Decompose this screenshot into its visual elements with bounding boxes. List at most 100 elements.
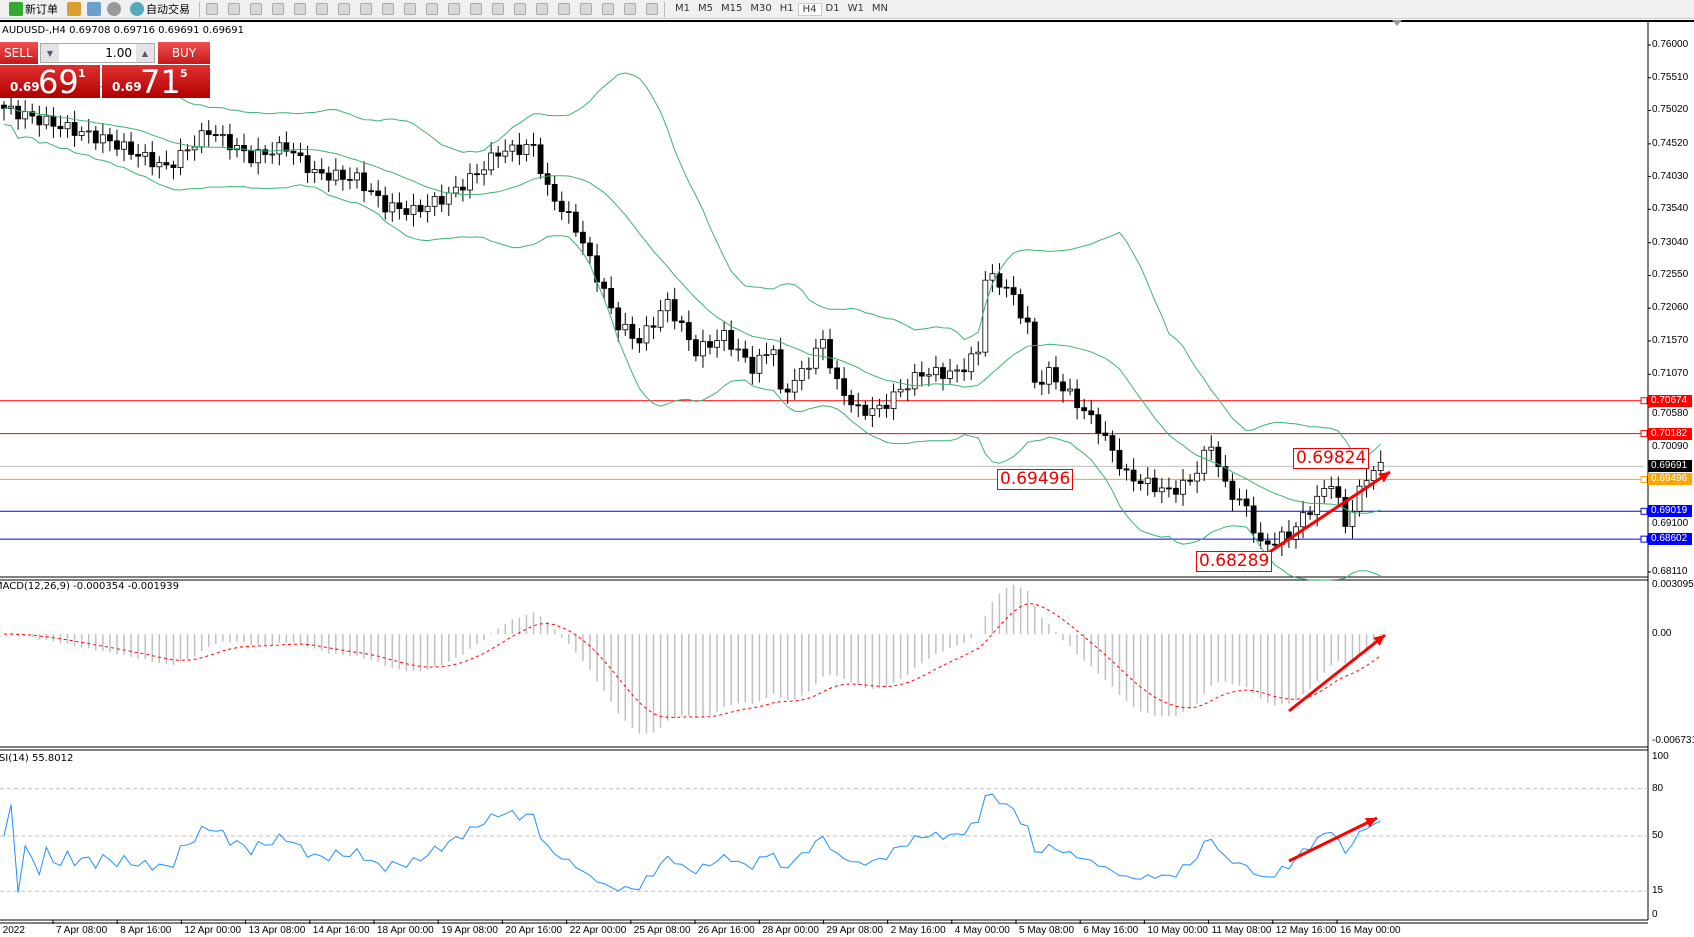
candle-body bbox=[756, 354, 763, 374]
arrows-icon[interactable] bbox=[646, 3, 658, 15]
metaeditor-icon[interactable] bbox=[67, 2, 81, 16]
timeframe-h4[interactable]: H4 bbox=[797, 2, 822, 16]
candle-body bbox=[940, 367, 946, 379]
chart-shift-icon[interactable] bbox=[360, 3, 372, 15]
indicators-icon[interactable] bbox=[382, 3, 394, 15]
candle-body bbox=[198, 130, 205, 148]
decrease-lot-icon[interactable]: ▼ bbox=[41, 44, 59, 62]
candle-body bbox=[834, 367, 840, 380]
label-icon[interactable] bbox=[624, 3, 636, 15]
zoom-in-icon[interactable] bbox=[272, 3, 284, 15]
price-axis-label: 0.72550 bbox=[1652, 269, 1689, 280]
candle-body bbox=[205, 130, 212, 135]
candle-body bbox=[657, 310, 664, 328]
tile-windows-icon[interactable] bbox=[316, 3, 328, 15]
rsi-axis-label: 80 bbox=[1652, 782, 1664, 794]
candle-body bbox=[650, 325, 657, 328]
terminal-icon[interactable] bbox=[87, 2, 101, 16]
auto-trading-button[interactable]: 自动交易 bbox=[127, 1, 193, 18]
candle-body bbox=[1003, 286, 1010, 289]
candle-body bbox=[64, 122, 71, 130]
candle-body bbox=[622, 323, 629, 331]
new-order-button[interactable]: 新订单 bbox=[6, 1, 61, 18]
timeframe-m30[interactable]: M30 bbox=[750, 2, 772, 14]
price-axis-label: 0.73540 bbox=[1652, 203, 1689, 214]
annotation-label[interactable]: 0.69496 bbox=[997, 469, 1074, 490]
arrow-head-icon bbox=[1373, 635, 1385, 646]
candle-body bbox=[57, 125, 64, 130]
candle-body bbox=[1356, 485, 1363, 512]
candle-body bbox=[403, 208, 410, 215]
candle-body bbox=[255, 149, 262, 164]
autoscroll-icon[interactable] bbox=[338, 3, 350, 15]
candle-body bbox=[332, 169, 339, 181]
price-axis-label: 0.72060 bbox=[1652, 302, 1689, 313]
timeframe-m1[interactable]: M1 bbox=[675, 2, 690, 14]
periods-icon[interactable] bbox=[404, 3, 416, 15]
price-axis-label: 0.76000 bbox=[1652, 39, 1689, 50]
candle-body bbox=[1271, 543, 1278, 546]
time-axis-label: 18 Apr 00:00 bbox=[377, 925, 434, 936]
candle-body bbox=[43, 115, 50, 126]
price-axis-label: 0.74030 bbox=[1652, 171, 1689, 182]
trendline-icon[interactable] bbox=[536, 3, 548, 15]
price-axis-label: 0.71070 bbox=[1652, 368, 1689, 379]
annotation-label[interactable]: 0.68289 bbox=[1196, 551, 1273, 572]
candle-body bbox=[1187, 479, 1193, 482]
candle-body bbox=[1045, 367, 1052, 385]
candle-body bbox=[509, 144, 516, 152]
increase-lot-icon[interactable]: ▲ bbox=[136, 44, 154, 62]
fibonacci-icon[interactable] bbox=[580, 3, 592, 15]
level-handle bbox=[1640, 507, 1648, 515]
timeframe-h1[interactable]: H1 bbox=[779, 2, 794, 14]
timeframe-d1[interactable]: D1 bbox=[825, 2, 840, 14]
annotation-label[interactable]: 0.69824 bbox=[1293, 448, 1370, 469]
chart-candle-icon[interactable] bbox=[228, 3, 240, 15]
chart-line-icon[interactable] bbox=[250, 3, 262, 15]
candle-body bbox=[1038, 381, 1045, 385]
text-icon[interactable] bbox=[602, 3, 614, 15]
level-handle bbox=[1640, 397, 1648, 405]
candle-body bbox=[869, 408, 876, 416]
candle-body bbox=[1116, 449, 1123, 470]
candle-body bbox=[551, 184, 558, 202]
candle-body bbox=[177, 150, 184, 168]
timeframe-m15[interactable]: M15 bbox=[721, 2, 743, 14]
candle-body bbox=[1095, 414, 1102, 434]
lot-size-field[interactable]: ▼ 1.00 ▲ bbox=[40, 43, 155, 63]
fibonacci-fan-icon[interactable] bbox=[558, 3, 570, 15]
buy-price[interactable]: 0.69 71 5 bbox=[102, 63, 210, 101]
candle-body bbox=[1194, 472, 1201, 482]
arrow-head-icon bbox=[1378, 472, 1390, 483]
vertical-line-icon[interactable] bbox=[492, 3, 504, 15]
candle-body bbox=[502, 150, 509, 157]
candle-body bbox=[848, 395, 855, 406]
candle-body bbox=[78, 131, 85, 136]
buy-button[interactable]: BUY bbox=[158, 42, 210, 64]
sell-button[interactable]: SELL bbox=[0, 42, 38, 64]
time-axis-label: 25 Apr 08:00 bbox=[633, 925, 691, 936]
timeframe-mn[interactable]: MN bbox=[871, 2, 888, 14]
candle-body bbox=[565, 211, 572, 213]
candle-body bbox=[523, 144, 530, 155]
signals-icon[interactable] bbox=[107, 2, 121, 16]
chart-window[interactable] bbox=[0, 20, 1694, 937]
candle-body bbox=[721, 330, 728, 342]
sell-price[interactable]: 0.69 69 1 bbox=[0, 63, 100, 101]
candle-body bbox=[1081, 407, 1088, 412]
candle-body bbox=[1109, 435, 1116, 451]
timeframe-w1[interactable]: W1 bbox=[847, 2, 864, 14]
chart-bar-icon[interactable] bbox=[206, 3, 218, 15]
candle-body bbox=[248, 150, 255, 164]
horizontal-line-icon[interactable] bbox=[514, 3, 526, 15]
price-level-tag: 0.70182 bbox=[1648, 428, 1692, 440]
crosshair-icon[interactable] bbox=[470, 3, 482, 15]
candle-body bbox=[572, 211, 579, 233]
price-axis-label: 0.70090 bbox=[1652, 441, 1689, 452]
templates-icon[interactable] bbox=[426, 3, 438, 15]
timeframe-m5[interactable]: M5 bbox=[698, 2, 713, 14]
candle-body bbox=[467, 173, 473, 191]
zoom-out-icon[interactable] bbox=[294, 3, 306, 15]
cursor-icon[interactable] bbox=[448, 3, 460, 15]
